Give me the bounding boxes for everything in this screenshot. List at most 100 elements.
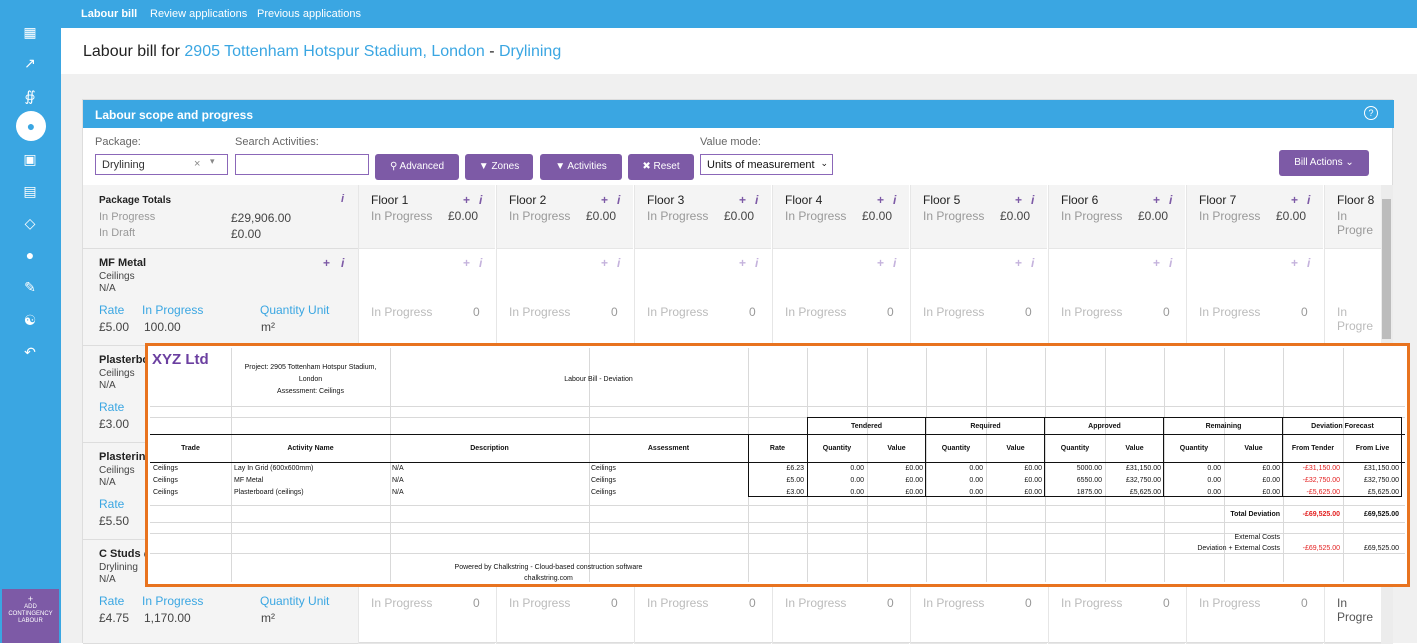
add-contingency-labour-button[interactable]: + ADD CONTINGENCY LABOUR — [2, 589, 59, 643]
tab-review-applications[interactable]: Review applications — [150, 8, 248, 20]
tab-labour-bill[interactable]: Labour bill — [81, 8, 138, 20]
group-divider — [1282, 417, 1283, 497]
floor-status: In Progress — [1061, 209, 1123, 223]
add-icon[interactable]: + — [601, 193, 609, 207]
add-icon[interactable]: + — [601, 256, 609, 270]
activities-button[interactable]: ▼ Activities — [540, 154, 622, 180]
cell: N/A — [392, 489, 404, 496]
cell-status: In Progre — [1337, 305, 1374, 333]
floor-cell[interactable]: + i In Progress 0 — [772, 249, 909, 346]
scrollbar-thumb[interactable] — [1382, 199, 1391, 339]
floor-value: £0.00 — [448, 209, 479, 223]
add-icon[interactable]: + — [1291, 256, 1299, 270]
add-icon[interactable]: + — [877, 193, 885, 207]
search-activities-input[interactable] — [235, 154, 369, 175]
floor-value: £0.00 — [724, 209, 755, 223]
add-icon[interactable]: + — [463, 256, 471, 270]
info-icon[interactable]: i — [1307, 256, 1311, 270]
floor-cell[interactable]: In Progre — [1324, 249, 1381, 346]
cell: £5,625.00 — [1367, 489, 1399, 496]
ruler-icon[interactable]: ✎ — [24, 279, 36, 295]
rate-label: Rate — [99, 594, 125, 608]
cell-status: In Progress — [923, 596, 985, 610]
chart-icon[interactable]: ↗ — [24, 55, 36, 71]
grid-line — [150, 406, 1405, 407]
help-icon[interactable]: ? — [1364, 106, 1378, 120]
info-icon[interactable]: i — [479, 193, 483, 207]
group-remaining: Remaining — [1205, 423, 1242, 430]
package-select[interactable]: Drylining × ▾ — [95, 154, 228, 175]
cell: 0.00 — [969, 477, 983, 484]
zones-button[interactable]: ▼ Zones — [465, 154, 533, 180]
floor-cell[interactable]: + i In Progress 0 — [1186, 249, 1323, 346]
floor-header-8: Floor 8 In Progre — [1324, 185, 1384, 249]
advanced-button[interactable]: ⚲ Advanced — [375, 154, 459, 180]
info-icon[interactable]: i — [755, 256, 759, 270]
info-icon[interactable]: i — [893, 256, 897, 270]
info-icon[interactable]: i — [617, 256, 621, 270]
floor-status: In Progress — [785, 209, 847, 223]
report-assessment: Assessment: Ceilings — [277, 388, 344, 395]
floor-cell[interactable]: + i In Progress 0 — [496, 249, 633, 346]
tag-icon[interactable]: ◇ — [24, 215, 36, 231]
dot-icon[interactable]: ● — [25, 247, 35, 263]
document-icon[interactable]: ▤ — [23, 183, 37, 199]
cell-status: In Progress — [785, 305, 847, 319]
project-link[interactable]: 2905 Tottenham Hotspur Stadium, London — [184, 43, 485, 60]
value-mode-select[interactable]: Units of measurement ⌄ — [700, 154, 833, 175]
monitor-icon[interactable]: ▣ — [23, 151, 37, 167]
floor-status: In Progress — [371, 209, 433, 223]
info-icon[interactable]: i — [1169, 193, 1173, 207]
building-icon[interactable]: ▦ — [23, 24, 37, 40]
add-icon[interactable]: + — [463, 193, 471, 207]
info-icon[interactable]: i — [893, 193, 897, 207]
grid-line — [390, 348, 391, 582]
floor-cell[interactable]: + i In Progress 0 — [358, 249, 495, 346]
info-icon[interactable]: i — [617, 193, 621, 207]
search-activities-label: Search Activities: — [235, 136, 319, 148]
user-icon[interactable]: ● — [16, 111, 46, 141]
chevron-down-icon: ⌄ — [820, 158, 828, 168]
activity-scope: N/A — [99, 283, 116, 294]
floor-cell[interactable]: + i In Progress 0 — [910, 249, 1047, 346]
floor-cell[interactable]: + i In Progress 0 — [1048, 249, 1185, 346]
grid-line — [150, 505, 1405, 506]
add-icon[interactable]: + — [739, 193, 747, 207]
add-icon[interactable]: + — [877, 256, 885, 270]
info-icon[interactable]: i — [1169, 256, 1173, 270]
col-header-value: Value — [1125, 445, 1144, 452]
clear-icon[interactable]: × — [194, 158, 201, 170]
tab-previous-applications[interactable]: Previous applications — [257, 8, 361, 20]
team-icon[interactable]: ☯ — [23, 312, 37, 328]
add-icon[interactable]: + — [323, 256, 331, 270]
add-icon[interactable]: + — [1015, 193, 1023, 207]
back-icon[interactable]: ↶ — [24, 344, 36, 360]
reset-button[interactable]: ✖ Reset — [628, 154, 694, 180]
chevron-down-icon[interactable]: ▾ — [210, 156, 215, 166]
cell-quantity: 0 — [749, 305, 756, 319]
add-icon[interactable]: + — [1015, 256, 1023, 270]
info-icon[interactable]: i — [1031, 256, 1035, 270]
bill-actions-button[interactable]: Bill Actions ⌄ — [1279, 150, 1369, 176]
package-link[interactable]: Drylining — [498, 43, 562, 60]
add-icon[interactable]: + — [1153, 193, 1161, 207]
info-icon[interactable]: i — [1031, 193, 1035, 207]
add-icon[interactable]: + — [1153, 256, 1161, 270]
grid-line — [986, 348, 987, 582]
add-icon[interactable]: + — [1291, 193, 1299, 207]
cell: £32,750.00 — [1363, 477, 1399, 484]
add-icon[interactable]: + — [739, 256, 747, 270]
info-icon[interactable]: i — [755, 193, 759, 207]
info-icon[interactable]: i — [341, 193, 345, 205]
deviation-external-label: Deviation + External Costs — [1197, 545, 1280, 552]
grid-line — [589, 348, 590, 582]
info-icon[interactable]: i — [1307, 193, 1311, 207]
cell: 0.00 — [850, 465, 864, 472]
network-icon[interactable]: ∯ — [24, 88, 36, 104]
info-icon[interactable]: i — [479, 256, 483, 270]
floor-cell[interactable]: + i In Progress 0 — [634, 249, 771, 346]
grid-line — [150, 553, 1405, 554]
rate-value: £5.50 — [99, 514, 130, 528]
info-icon[interactable]: i — [341, 256, 345, 270]
chevron-down-icon: ⌄ — [1345, 157, 1354, 168]
